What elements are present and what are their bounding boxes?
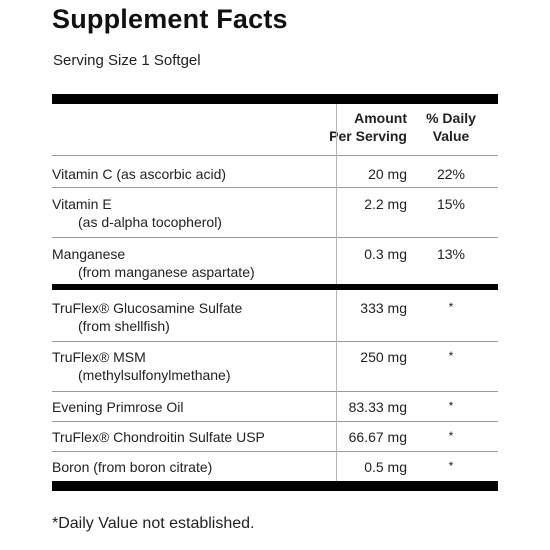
nutrient-name: Evening Primrose Oil: [52, 399, 184, 415]
dv-header-line1: % Daily: [426, 110, 476, 126]
panel-title: Supplement Facts: [52, 4, 288, 34]
daily-value-footnote: *Daily Value not established.: [52, 515, 255, 532]
nutrient-source: (from shellfish): [78, 318, 170, 334]
row-divider: [52, 237, 498, 238]
nutrient-row-vitamin-c: Vitamin C (as ascorbic acid) 20 mg 22%: [52, 165, 498, 185]
nutrient-amount: 66.67 mg: [348, 429, 407, 445]
nutrient-daily-value: 13%: [436, 246, 466, 262]
nutrient-daily-value: *: [448, 459, 454, 473]
nutrient-row-glucosamine: TruFlex® Glucosamine Sulfate (from shell…: [52, 299, 498, 339]
row-divider: [52, 187, 498, 188]
row-divider: [52, 391, 498, 392]
serving-size: Serving Size 1 Softgel: [53, 52, 201, 69]
nutrient-amount: 20 mg: [368, 166, 407, 182]
amount-header-line1: Amount: [354, 110, 407, 126]
nutrient-daily-value: 15%: [436, 196, 466, 212]
daily-value-header: % Daily Value: [420, 109, 482, 145]
nutrient-source: (methylsulfonylmethane): [78, 367, 231, 383]
bottom-thick-divider: [52, 481, 498, 491]
row-divider: [52, 451, 498, 452]
nutrient-row-msm: TruFlex® MSM (methylsulfonylmethane) 250…: [52, 348, 498, 388]
nutrient-amount: 0.3 mg: [364, 246, 407, 262]
nutrient-row-manganese: Manganese (from manganese aspartate) 0.3…: [52, 245, 498, 285]
nutrient-daily-value: 22%: [436, 166, 466, 182]
column-divider: [336, 290, 337, 481]
nutrient-amount: 83.33 mg: [348, 399, 407, 415]
nutrient-row-boron: Boron (from boron citrate) 0.5 mg *: [52, 458, 498, 478]
nutrient-name: Vitamin E: [52, 196, 112, 212]
column-divider: [336, 104, 337, 284]
amount-header-line2: Per Serving: [329, 128, 407, 144]
nutrient-amount: 333 mg: [360, 300, 407, 316]
amount-per-serving-header: Amount Per Serving: [297, 109, 407, 145]
nutrient-amount: 0.5 mg: [364, 459, 407, 475]
nutrient-name: Manganese: [52, 246, 126, 262]
nutrient-name: TruFlex® Glucosamine Sulfate: [52, 300, 243, 316]
nutrient-row-chondroitin: TruFlex® Chondroitin Sulfate USP 66.67 m…: [52, 428, 498, 448]
nutrient-daily-value: *: [448, 300, 454, 314]
nutrient-name: Boron (from boron citrate): [52, 459, 213, 475]
nutrient-row-vitamin-e: Vitamin E (as d-alpha tocopherol) 2.2 mg…: [52, 195, 498, 235]
nutrient-name: TruFlex® MSM: [52, 349, 146, 365]
nutrient-row-evening-primrose-oil: Evening Primrose Oil 83.33 mg *: [52, 398, 498, 418]
nutrient-amount: 2.2 mg: [364, 196, 407, 212]
dv-header-line2: Value: [432, 128, 470, 144]
top-thick-divider: [52, 94, 498, 104]
row-divider: [52, 341, 498, 342]
row-divider: [52, 421, 498, 422]
nutrient-amount: 250 mg: [360, 349, 407, 365]
nutrient-name: Vitamin C (as ascorbic acid): [52, 166, 227, 182]
nutrient-name: TruFlex® Chondroitin Sulfate USP: [52, 429, 265, 445]
nutrient-source: (from manganese aspartate): [78, 264, 255, 280]
column-header: Amount Per Serving % Daily Value: [52, 109, 498, 153]
nutrient-daily-value: *: [448, 429, 454, 443]
row-divider: [52, 155, 498, 156]
nutrient-source: (as d-alpha tocopherol): [78, 214, 222, 230]
nutrient-daily-value: *: [448, 349, 454, 363]
nutrient-daily-value: *: [448, 399, 454, 413]
middle-thick-divider: [52, 284, 498, 290]
